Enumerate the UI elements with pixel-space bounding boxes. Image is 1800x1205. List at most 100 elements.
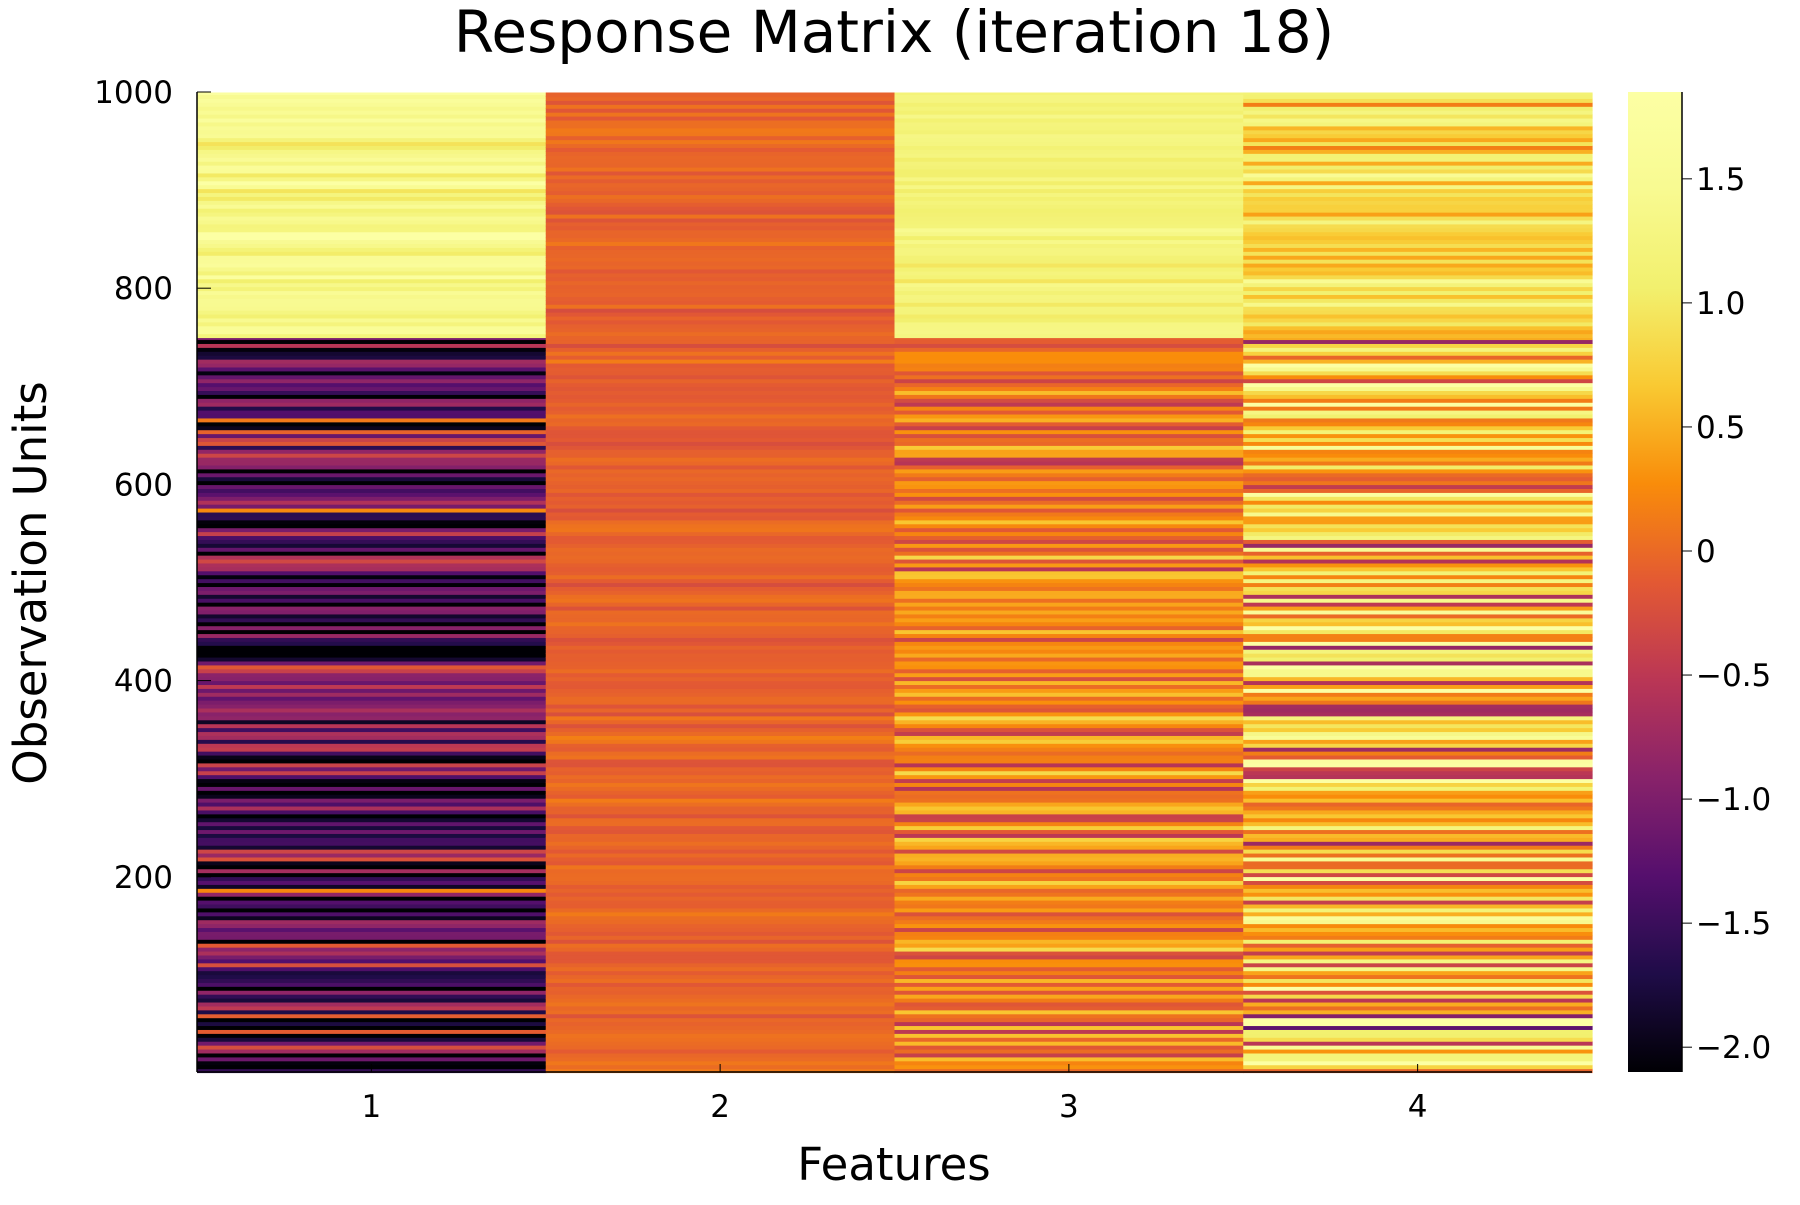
heatmap-cell — [197, 1021, 547, 1027]
heatmap-cell — [197, 966, 547, 972]
heatmap-cell — [197, 660, 547, 666]
heatmap-cell — [197, 558, 547, 564]
heatmap-cell — [894, 274, 1244, 280]
heatmap-cell — [197, 149, 547, 154]
heatmap-cell — [894, 421, 1244, 427]
heatmap-cell — [1243, 133, 1593, 139]
heatmap-cell — [1243, 255, 1593, 260]
heatmap-cell — [894, 625, 1244, 631]
heatmap-cell — [894, 621, 1244, 627]
heatmap-cell — [1243, 574, 1593, 580]
heatmap-cell — [197, 114, 547, 119]
heatmap-cell — [1243, 613, 1593, 619]
heatmap-cell — [894, 227, 1244, 233]
heatmap-cell — [197, 496, 547, 501]
heatmap-cell — [894, 711, 1244, 717]
heatmap-cell — [1243, 927, 1593, 932]
heatmap-cell — [197, 641, 547, 646]
heatmap-cell — [197, 719, 547, 725]
heatmap-cell — [197, 282, 547, 288]
heatmap-cell — [894, 382, 1244, 388]
heatmap-cell — [545, 457, 896, 462]
heatmap-cell — [197, 192, 547, 197]
heatmap-cell — [197, 594, 547, 599]
heatmap-cell — [197, 1001, 547, 1007]
heatmap-cell — [197, 954, 547, 960]
heatmap-cell — [197, 621, 547, 627]
heatmap-cell — [1243, 337, 1593, 341]
heatmap-cell — [1243, 413, 1593, 419]
heatmap-cell — [197, 903, 547, 909]
heatmap-cell — [197, 208, 547, 213]
heatmap-cell — [894, 386, 1244, 392]
heatmap-cell — [545, 833, 896, 838]
heatmap-cell — [197, 943, 547, 948]
heatmap-cell — [894, 129, 1244, 135]
heatmap-cell — [545, 225, 896, 231]
heatmap-cell — [894, 637, 1244, 642]
heatmap-cell — [545, 374, 896, 380]
x-tick-label: 4 — [1408, 1089, 1428, 1125]
heatmap-cell — [197, 543, 547, 548]
heatmap-cell — [545, 1056, 896, 1062]
heatmap-cell — [1243, 653, 1593, 658]
heatmap-cell — [197, 825, 547, 831]
heatmap-cell — [197, 927, 547, 932]
heatmap-cell — [197, 915, 547, 921]
heatmap-cell — [545, 919, 896, 925]
heatmap-cell — [197, 110, 547, 115]
heatmap-cell — [894, 137, 1244, 143]
heatmap-cell — [894, 117, 1244, 123]
heatmap-cell — [1243, 157, 1593, 162]
heatmap-cell — [894, 1025, 1244, 1030]
heatmap-cell — [1243, 962, 1593, 968]
heatmap-cell — [894, 931, 1244, 936]
heatmap-cell — [545, 492, 896, 497]
heatmap-cell — [894, 849, 1244, 854]
heatmap-cell — [1243, 251, 1593, 256]
heatmap-cell — [1243, 317, 1593, 323]
heatmap-cell — [894, 813, 1244, 819]
heatmap-cell — [545, 413, 896, 419]
heatmap-cell — [894, 602, 1244, 607]
heatmap-cell — [1243, 1060, 1593, 1066]
heatmap-cell — [545, 798, 896, 803]
heatmap-cell — [894, 290, 1244, 295]
heatmap-cell — [894, 841, 1244, 846]
heatmap-cell — [1243, 523, 1593, 529]
heatmap-cell — [1243, 570, 1593, 576]
heatmap-cell — [1243, 110, 1593, 115]
heatmap-cell — [197, 700, 547, 705]
heatmap-cell — [894, 196, 1244, 201]
heatmap-cell — [545, 166, 896, 172]
heatmap-cell — [545, 1029, 896, 1034]
heatmap-cell — [894, 660, 1244, 666]
heatmap-cell — [545, 766, 896, 772]
heatmap-cell — [545, 190, 896, 196]
heatmap-cell — [1243, 958, 1593, 964]
heatmap-cell — [894, 880, 1244, 885]
heatmap-cell — [545, 1017, 896, 1023]
heatmap-cell — [545, 288, 896, 294]
heatmap-cell — [894, 778, 1244, 784]
heatmap-cell — [894, 523, 1244, 529]
heatmap-cell — [894, 157, 1244, 162]
heatmap-cell — [894, 192, 1244, 197]
heatmap-cell — [197, 1048, 547, 1054]
heatmap-cell — [1243, 270, 1593, 276]
heatmap-cell — [1243, 558, 1593, 564]
heatmap-cell — [1243, 168, 1593, 174]
heatmap-cell — [545, 347, 896, 352]
heatmap-cell — [894, 888, 1244, 893]
heatmap-cell — [894, 798, 1244, 803]
heatmap-cell — [545, 602, 896, 607]
heatmap-cell — [197, 153, 547, 158]
heatmap-cell — [197, 856, 547, 862]
heatmap-cell — [197, 798, 547, 803]
heatmap-cell — [1243, 196, 1593, 201]
heatmap-cell — [545, 261, 896, 266]
heatmap-cell — [1243, 696, 1593, 701]
heatmap-cell — [197, 515, 547, 521]
heatmap-cell — [1243, 633, 1593, 638]
heatmap-cell — [894, 751, 1244, 756]
